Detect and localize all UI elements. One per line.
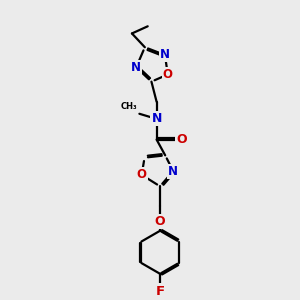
Text: O: O	[176, 133, 187, 146]
Text: N: N	[168, 165, 178, 178]
Text: O: O	[137, 168, 147, 182]
Text: O: O	[163, 68, 173, 81]
Text: O: O	[155, 215, 165, 228]
Text: N: N	[131, 61, 141, 74]
Text: N: N	[160, 49, 170, 62]
Text: F: F	[155, 284, 165, 298]
Text: CH₃: CH₃	[121, 103, 137, 112]
Text: N: N	[152, 112, 162, 125]
